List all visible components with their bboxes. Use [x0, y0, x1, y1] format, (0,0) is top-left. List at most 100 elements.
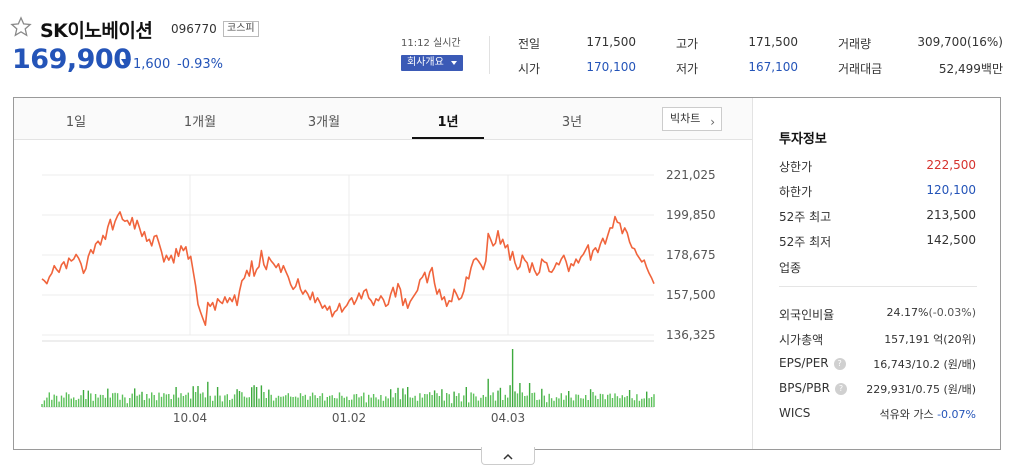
w52-low-label: 52주 최저	[779, 235, 832, 249]
header-divider	[489, 36, 490, 74]
volume-bar	[41, 404, 43, 407]
volume-bar	[194, 392, 197, 407]
volume-bar	[514, 391, 516, 407]
stock-code: 096770	[171, 22, 217, 36]
chevron-right-icon: ›	[710, 115, 715, 129]
chart-panel: 1일 1개월 3개월 1년 3년 빅차트 › 221,025 199,850 178,…	[13, 97, 1001, 450]
volume-bar	[499, 387, 502, 407]
lower-limit-label: 하한가	[779, 185, 813, 199]
low-label: 저가	[676, 62, 699, 76]
volume-bar	[441, 389, 443, 407]
big-chart-button[interactable]: 빅차트 ›	[662, 107, 722, 131]
volume-bar	[141, 391, 143, 407]
x-axis-ticks: 10.04 01.02 04.03	[173, 411, 525, 425]
volume-bar	[253, 385, 255, 407]
sector-label: 업종	[779, 261, 802, 275]
volume-bar	[628, 390, 631, 407]
volume-bar	[192, 386, 194, 407]
volume-bar	[648, 398, 650, 407]
volume-bar	[482, 395, 484, 407]
volume-bar	[416, 400, 419, 407]
volume-bar	[168, 394, 170, 407]
chart-grid	[42, 174, 654, 408]
volume-bar	[216, 387, 219, 407]
volume-bar	[568, 391, 570, 407]
open-value: 170,100	[586, 60, 636, 74]
tab-1day[interactable]: 1일	[65, 115, 87, 130]
volume-bar	[516, 393, 519, 407]
price-line	[41, 211, 655, 326]
volume-bar	[589, 389, 592, 407]
tab-1month[interactable]: 1개월	[183, 115, 217, 130]
volume-bar	[231, 398, 233, 407]
bps-pbr-value: 229,931/0.75 (원/배)	[866, 383, 976, 396]
volume-bar	[468, 402, 470, 407]
volume-bar	[402, 388, 404, 407]
volume-bar	[180, 393, 182, 407]
volume-bar	[326, 397, 328, 407]
volume-bar	[626, 396, 628, 407]
volume-bar	[429, 392, 431, 407]
volume-bar	[207, 381, 209, 407]
volume-bar	[324, 400, 326, 407]
tab-1year[interactable]: 1년	[437, 115, 459, 130]
volume-bar	[409, 397, 411, 407]
volume-bar	[519, 383, 521, 407]
volume-bar	[73, 397, 75, 407]
tab-3year[interactable]: 3년	[561, 115, 583, 130]
volume-bar	[404, 394, 406, 407]
help-icon[interactable]: ?	[833, 358, 846, 370]
market-cap-value: 157,191 억(20위)	[884, 333, 976, 346]
volume-bar	[107, 388, 109, 407]
volume-bar	[636, 394, 638, 407]
volume-bar	[643, 398, 645, 407]
period-tabs: 1일 1개월 3개월 1년 3년 빅차트 ›	[14, 98, 752, 140]
tab-3month[interactable]: 3개월	[307, 115, 341, 130]
volume-bar	[119, 399, 121, 407]
help-icon[interactable]: ?	[834, 383, 847, 395]
volume-bar	[424, 394, 426, 407]
volume-bar	[190, 398, 192, 407]
volume-bar	[638, 400, 641, 407]
volume-bar	[304, 394, 306, 407]
foreign-ratio-number: 24.17%	[886, 306, 929, 319]
high-value: 171,500	[748, 35, 798, 49]
volume-bar	[199, 393, 202, 407]
volume-bar	[343, 397, 345, 407]
volume-bar	[251, 387, 253, 407]
volume-bar	[316, 398, 319, 407]
favorite-star-icon[interactable]	[10, 16, 32, 38]
volume-bar	[365, 402, 367, 407]
volume-bar	[611, 398, 614, 407]
volume-bar	[582, 398, 584, 407]
w52-high-label: 52주 최고	[779, 210, 832, 224]
volume-bar	[411, 397, 414, 407]
volume-bar	[414, 395, 416, 407]
volume-bar	[633, 400, 636, 407]
volume-bar	[570, 397, 572, 407]
volume-bar	[597, 399, 599, 407]
volume-bar	[202, 392, 204, 407]
volume-bar	[43, 400, 46, 407]
volume-bar	[646, 391, 648, 407]
prev-close-value: 171,500	[586, 35, 636, 49]
volume-bar	[507, 397, 509, 407]
company-overview-button[interactable]: 회사개요	[401, 55, 463, 71]
volume-bars	[41, 349, 655, 407]
volume-bar	[370, 397, 372, 407]
volume-bar	[509, 385, 511, 407]
volume-bar	[492, 392, 494, 407]
volume-bar	[375, 397, 377, 407]
volume-bar	[548, 393, 550, 407]
volume-bar	[546, 402, 548, 407]
volume-bar	[236, 389, 238, 407]
volume-bar	[475, 396, 477, 407]
volume-bar	[309, 396, 311, 407]
wics-value[interactable]: 석유와 가스 -0.07%	[879, 406, 976, 422]
volume-bar	[614, 393, 616, 407]
volume-bar	[385, 396, 387, 407]
volume-bar	[480, 397, 482, 407]
expand-toggle[interactable]	[481, 447, 535, 465]
volume-bar	[577, 394, 580, 407]
volume-value: 309,700(16%)	[917, 35, 1003, 49]
